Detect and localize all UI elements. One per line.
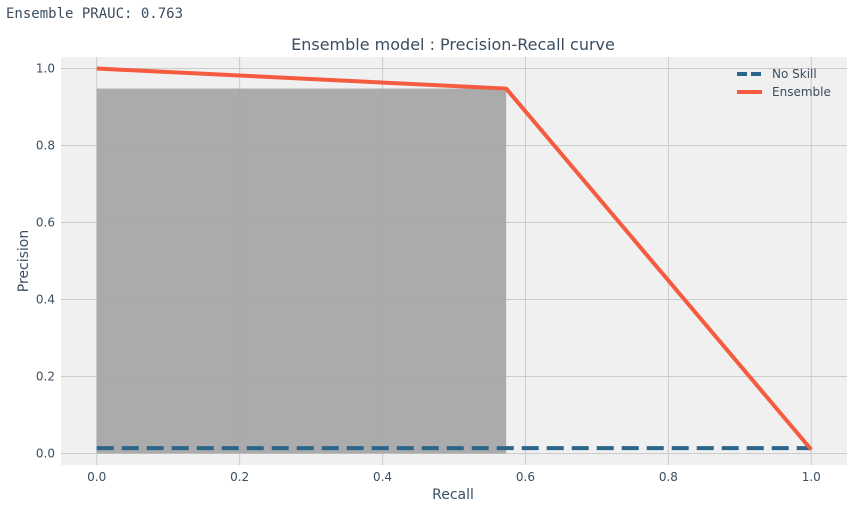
x-tick-label: 1.0 [802, 470, 821, 484]
x-tick-label: 0.0 [87, 470, 106, 484]
legend-label: Ensemble [772, 85, 831, 99]
y-tick-label: 0.8 [36, 139, 55, 153]
y-tick-label: 0.4 [36, 292, 55, 306]
y-tick-label: 0.0 [36, 446, 55, 460]
series-line-ensemble [96, 66, 813, 451]
fill-layer [96, 88, 507, 454]
chart-title: Ensemble model : Precision-Recall curve [291, 35, 615, 54]
y-tick-label: 1.0 [36, 62, 55, 76]
y-tick-label: 0.6 [36, 216, 55, 230]
prauc-output-text: Ensemble PRAUC: 0.763 [6, 6, 184, 22]
x-tick-label: 0.4 [373, 470, 392, 484]
series-layer [96, 66, 813, 451]
pr-area-fill [96, 88, 507, 454]
y-tick-labels: 0.0 0.2 0.4 0.6 0.8 1.0 [36, 62, 55, 461]
y-tick-label: 0.2 [36, 369, 55, 383]
legend-label: No Skill [772, 67, 817, 81]
x-tick-label: 0.6 [516, 470, 535, 484]
x-axis-label: Recall [432, 487, 474, 503]
x-tick-label: 0.2 [230, 470, 249, 484]
legend: No Skill Ensemble [737, 67, 831, 99]
x-tick-labels: 0.0 0.2 0.4 0.6 0.8 1.0 [87, 470, 821, 484]
y-axis-label: Precision [16, 230, 32, 292]
x-tick-label: 0.8 [659, 470, 678, 484]
